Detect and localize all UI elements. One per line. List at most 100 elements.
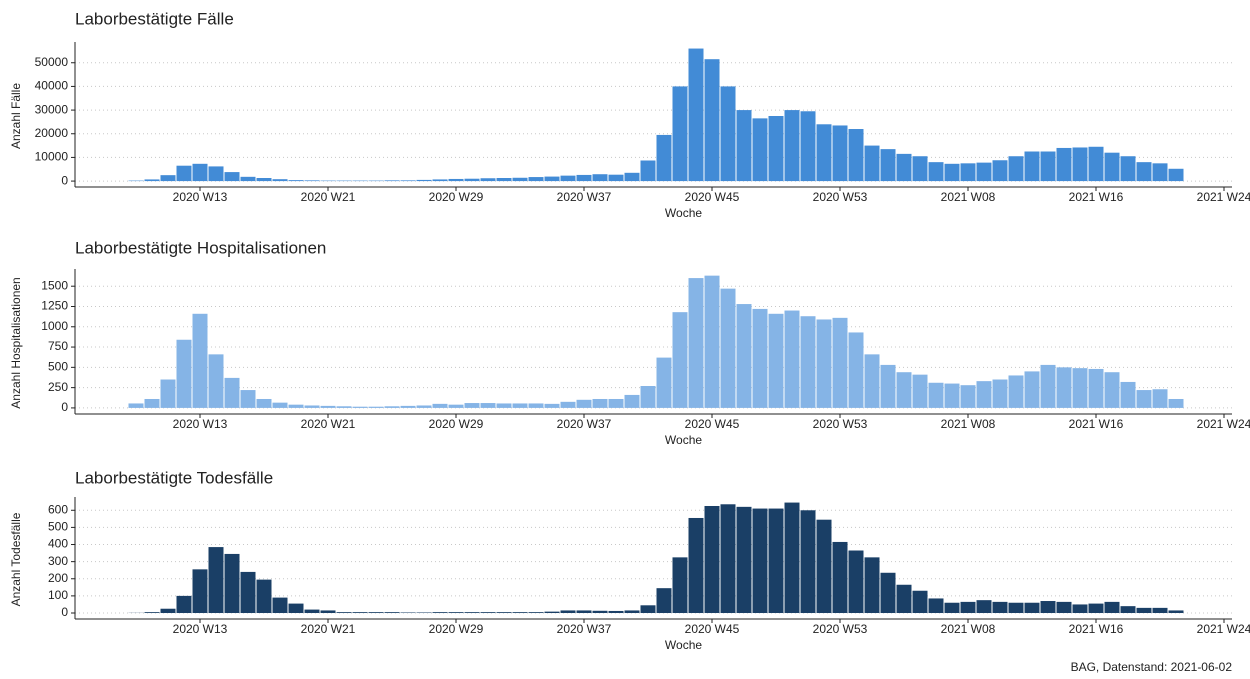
- bar: [864, 354, 880, 408]
- bar: [1136, 162, 1152, 182]
- x-tick-label: 2020 W29: [429, 190, 484, 204]
- x-tick-label: 2020 W45: [685, 622, 740, 636]
- bar: [736, 110, 752, 182]
- bar: [608, 398, 624, 408]
- bar: [928, 598, 944, 614]
- y-tick-label: 0: [61, 173, 68, 187]
- bar: [448, 404, 464, 408]
- bar: [752, 308, 768, 408]
- bar: [1088, 603, 1104, 614]
- bar: [288, 603, 304, 614]
- bar: [272, 179, 288, 182]
- bar: [480, 178, 496, 182]
- y-tick-label: 100: [48, 588, 68, 602]
- bar: [1168, 168, 1184, 182]
- x-tick-label: 2020 W45: [685, 417, 740, 431]
- bar: [176, 595, 192, 614]
- bar: [528, 612, 544, 614]
- bar: [1024, 151, 1040, 182]
- bar: [928, 162, 944, 182]
- bar: [960, 601, 976, 614]
- bar: [816, 519, 832, 614]
- bar: [496, 612, 512, 614]
- bar: [896, 153, 912, 182]
- x-tick-label: 2020 W53: [813, 190, 868, 204]
- bar: [816, 124, 832, 182]
- bar: [784, 310, 800, 408]
- bar: [192, 163, 208, 182]
- y-tick-label: 1250: [41, 299, 68, 313]
- bar: [960, 385, 976, 408]
- bar: [1056, 367, 1072, 408]
- bar: [192, 313, 208, 408]
- bar: [752, 118, 768, 182]
- y-tick-label: 250: [48, 380, 68, 394]
- y-tick-label: 10000: [35, 150, 69, 164]
- bar: [720, 86, 736, 182]
- bar: [400, 405, 416, 408]
- bar: [384, 612, 400, 614]
- bar: [912, 590, 928, 614]
- bar: [640, 386, 656, 408]
- bar: [800, 111, 816, 182]
- bar: [848, 332, 864, 408]
- bar: [1072, 368, 1088, 408]
- y-tick-label: 30000: [35, 102, 69, 116]
- x-tick-label: 2021 W24: [1197, 622, 1250, 636]
- bar: [176, 165, 192, 182]
- bar: [896, 584, 912, 614]
- x-tick-label: 2020 W53: [813, 622, 868, 636]
- bar: [592, 398, 608, 408]
- bar: [544, 611, 560, 614]
- bar: [560, 610, 576, 614]
- bar: [272, 597, 288, 614]
- bar: [1168, 398, 1184, 408]
- bar: [160, 379, 176, 408]
- bar: [336, 612, 352, 614]
- bar: [496, 403, 512, 408]
- bar: [880, 572, 896, 614]
- bar: [256, 579, 272, 614]
- bar: [704, 59, 720, 182]
- y-tick-label: 20000: [35, 126, 69, 140]
- bar: [784, 110, 800, 182]
- bar: [464, 178, 480, 182]
- bar: [1056, 147, 1072, 182]
- chart-title: Laborbestätigte Todesfälle: [75, 468, 273, 487]
- bar: [560, 401, 576, 408]
- bar: [160, 608, 176, 614]
- bar: [448, 612, 464, 614]
- bar: [544, 403, 560, 408]
- bar: [144, 398, 160, 408]
- bar: [1072, 147, 1088, 182]
- bar: [576, 174, 592, 182]
- bar: [784, 502, 800, 614]
- bar: [224, 377, 240, 408]
- bar: [688, 278, 704, 408]
- bar: [592, 174, 608, 182]
- bar: [800, 510, 816, 614]
- bar: [848, 129, 864, 182]
- y-tick-label: 50000: [35, 55, 69, 69]
- bar: [992, 160, 1008, 182]
- bar: [976, 381, 992, 408]
- bar: [208, 354, 224, 408]
- x-tick-label: 2020 W21: [301, 190, 356, 204]
- x-tick-label: 2020 W21: [301, 622, 356, 636]
- y-tick-label: 600: [48, 502, 68, 516]
- bar: [240, 571, 256, 614]
- x-tick-label: 2021 W08: [941, 417, 996, 431]
- bar: [1152, 607, 1168, 614]
- bar: [192, 569, 208, 614]
- bar: [944, 383, 960, 408]
- bar: [976, 162, 992, 182]
- bar: [464, 403, 480, 408]
- bar: [720, 504, 736, 614]
- x-tick-label: 2021 W16: [1069, 622, 1124, 636]
- bar: [800, 316, 816, 408]
- bar: [480, 612, 496, 614]
- bar: [992, 601, 1008, 614]
- bar: [320, 610, 336, 614]
- bar: [384, 406, 400, 408]
